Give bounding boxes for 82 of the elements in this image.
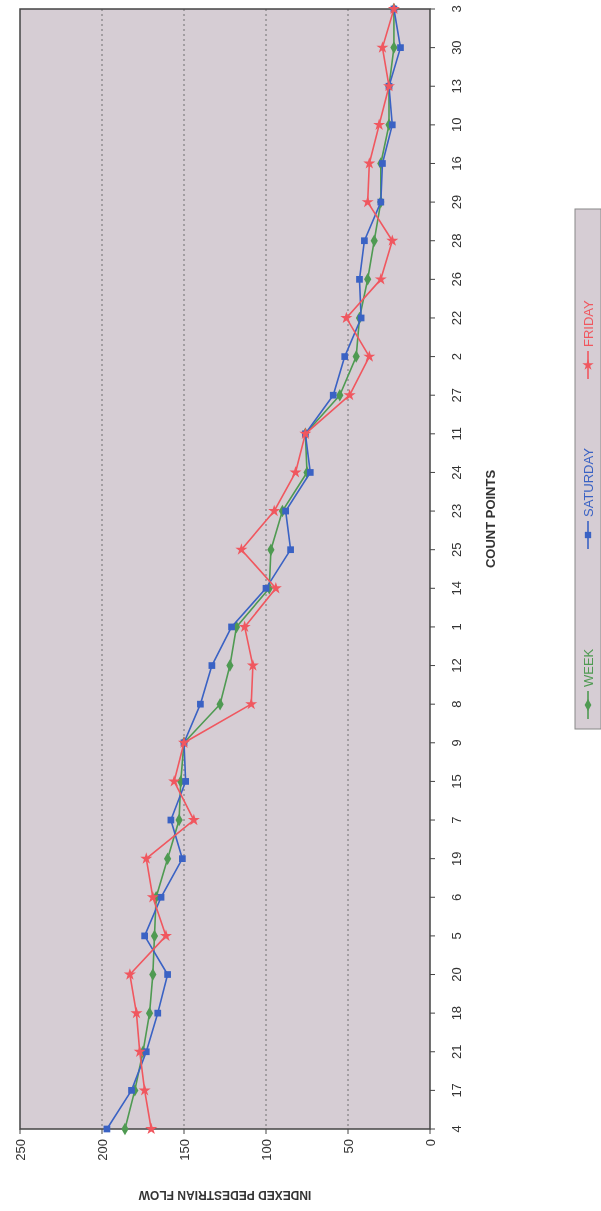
y-tick-label: 21 (448, 1044, 464, 1059)
y-tick-label: 11 (448, 427, 464, 441)
point (141, 932, 148, 940)
point (138, 1084, 151, 1096)
point (208, 662, 216, 669)
y-tick-label: 23 (448, 503, 464, 519)
point (361, 195, 374, 208)
point (140, 852, 153, 864)
y-tick-label: 4 (448, 1125, 464, 1133)
y-tick-label: 9 (448, 739, 464, 747)
point (168, 775, 181, 787)
point (343, 388, 356, 401)
point (146, 890, 159, 903)
y-tick-label: 18 (448, 1005, 464, 1021)
point (164, 971, 171, 978)
y-tick-label: 30 (448, 40, 464, 55)
y-tick-label: 6 (448, 893, 464, 901)
point (386, 234, 399, 246)
y-tick-label: 25 (448, 542, 464, 557)
y-axis-title: COUNT POINTS (482, 469, 498, 569)
point (182, 778, 189, 785)
point (361, 237, 368, 245)
y-tick-label: 17 (448, 1083, 464, 1098)
point (238, 620, 251, 633)
y-tick-label: 28 (448, 233, 464, 248)
point (340, 311, 353, 324)
point (128, 1087, 135, 1094)
point (145, 1122, 158, 1135)
x-axis-title: INDEXED PEDESTRIAN FLOW (137, 1188, 312, 1202)
point (133, 1045, 146, 1057)
point (374, 273, 387, 285)
text: SATURDAY (580, 447, 596, 517)
point (179, 855, 186, 863)
point (197, 700, 204, 708)
point (287, 546, 294, 554)
text: WEEK (580, 648, 596, 687)
point (157, 893, 165, 901)
y-tick-label: 3 (448, 5, 464, 13)
x-tick-label: 0 (422, 1139, 438, 1147)
point (356, 275, 363, 283)
point (329, 391, 337, 399)
y-tick-label: 27 (448, 387, 464, 403)
x-tick-label: 200 (94, 1139, 110, 1161)
point (187, 813, 200, 826)
x-tick-label: 100 (258, 1139, 274, 1161)
point (235, 543, 248, 555)
y-tick-label: 2 (448, 352, 464, 361)
y-tick-label: 10 (448, 117, 464, 133)
y-tick-label: 1 (448, 623, 464, 631)
x-tick-label: 250 (12, 1139, 28, 1161)
y-tick-label: 26 (448, 272, 464, 287)
y-tick-label: 15 (448, 774, 464, 789)
point (397, 44, 404, 51)
y-tick-label: 14 (448, 581, 464, 596)
point (269, 581, 282, 594)
y-tick-label: 24 (448, 465, 464, 480)
point (363, 350, 376, 362)
point (228, 623, 235, 631)
y-tick-label: 16 (448, 156, 464, 171)
y-tick-label: 8 (448, 700, 464, 708)
y-tick-label: 13 (448, 79, 464, 94)
point (123, 968, 136, 980)
point (268, 504, 281, 517)
y-tick-label: 20 (448, 967, 464, 982)
x-tick-label: 150 (176, 1139, 192, 1161)
x-tick-label: 50 (340, 1139, 356, 1154)
y-tick-label: 19 (448, 851, 464, 866)
point (130, 1006, 143, 1019)
y-tick-label: 7 (448, 816, 464, 824)
point (341, 353, 349, 360)
point (289, 466, 302, 478)
y-tick-label: 5 (448, 932, 464, 940)
y-tick-label: 29 (448, 194, 464, 210)
y-tick-label: 12 (448, 658, 464, 673)
point (159, 929, 172, 942)
point (282, 507, 290, 515)
point (376, 41, 389, 53)
point (154, 1009, 162, 1017)
point (246, 659, 259, 671)
point (373, 118, 386, 130)
text: FRIDAY (580, 299, 596, 347)
y-tick-label: 22 (448, 310, 464, 326)
